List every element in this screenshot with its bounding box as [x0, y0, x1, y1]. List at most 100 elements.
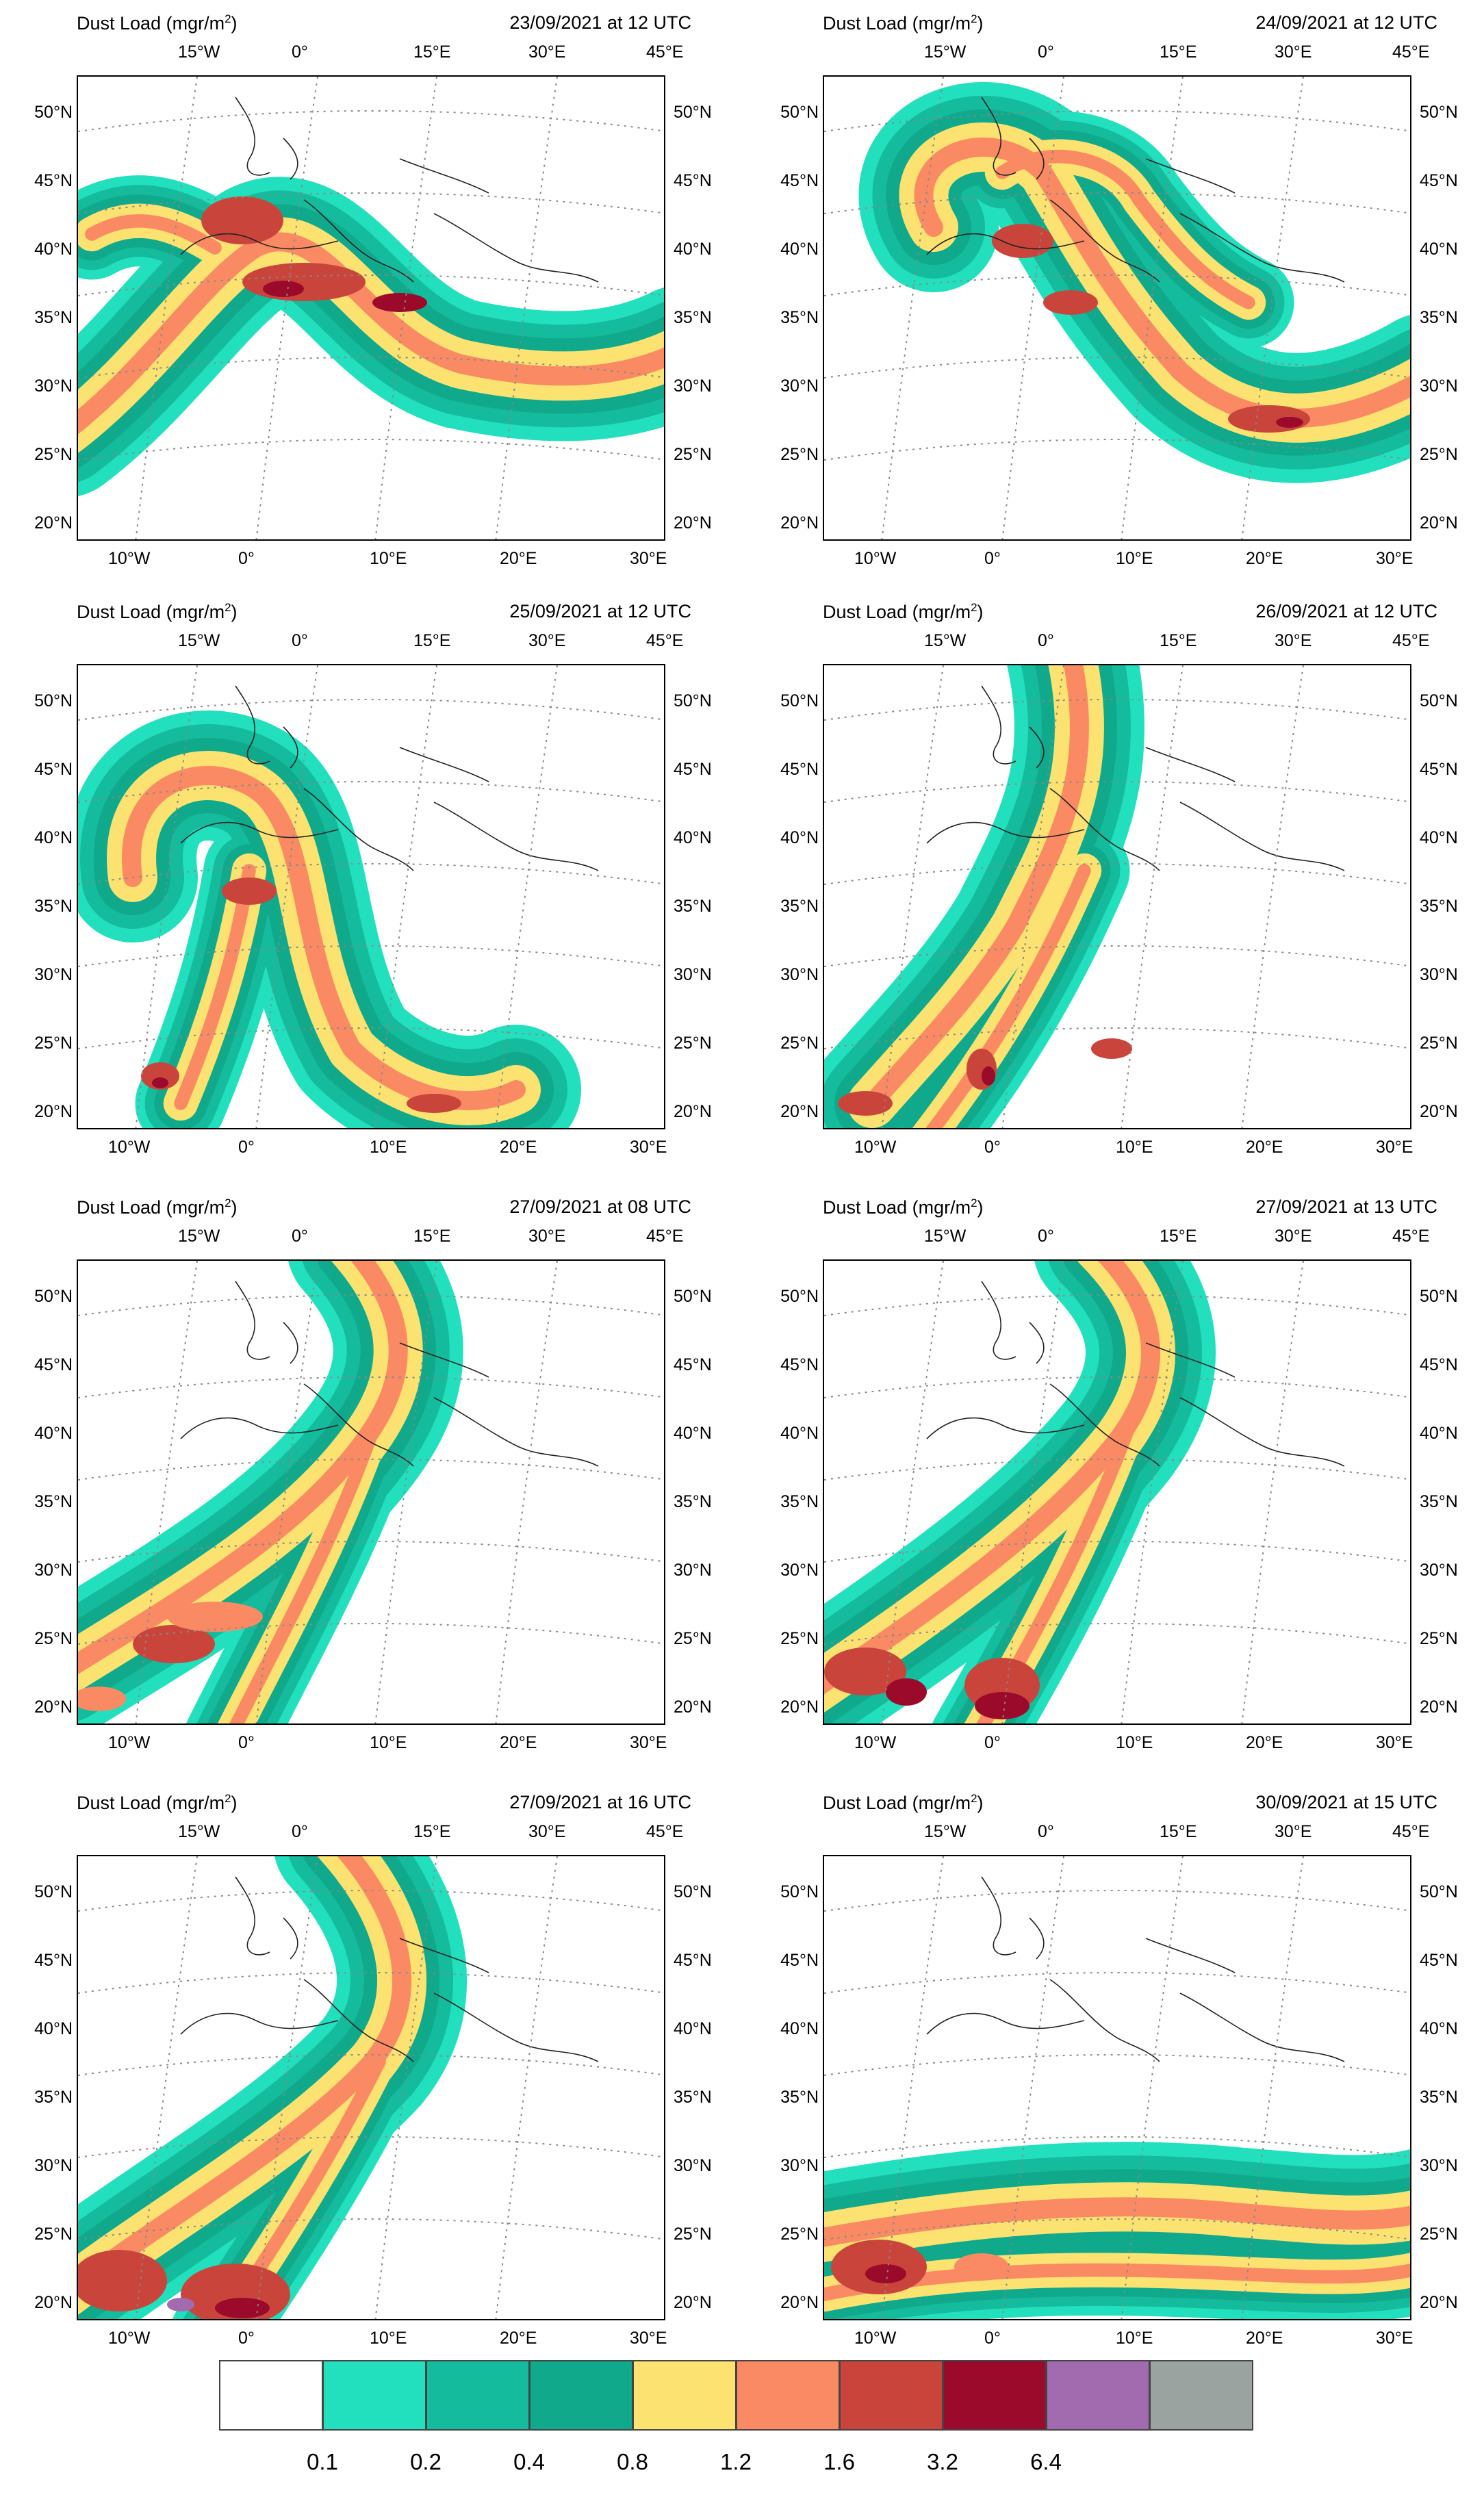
- right-latitude-label: 40°N: [674, 240, 712, 259]
- dust-maxima: [141, 877, 461, 1113]
- dust-plume: [858, 82, 1410, 483]
- left-latitude-label: 40°N: [780, 1424, 819, 1443]
- legend-color-box: [632, 2360, 737, 2431]
- coastlines: [926, 685, 1345, 871]
- left-latitude-label: 35°N: [34, 897, 73, 916]
- left-latitude-label: 50°N: [780, 691, 819, 710]
- right-latitude-label: 45°N: [1420, 171, 1458, 190]
- top-longitude-label: 45°E: [646, 1227, 684, 1246]
- colorbar-legend: 0.1 0.2 0.4 0.8 1.2 1.6 3.2 6.4: [219, 2360, 1253, 2474]
- panel-variable-title: Dust Load (mgr/m2): [823, 601, 984, 622]
- coastlines: [180, 1281, 599, 1467]
- bottom-longitude-label: 10°E: [370, 2329, 407, 2348]
- right-latitude-label: 35°N: [674, 897, 712, 916]
- panel-timestamp: 30/09/2021 at 15 UTC: [1255, 1792, 1437, 1812]
- bottom-longitude-label: 10°E: [1116, 549, 1153, 568]
- top-longitude-label: 15°E: [413, 1227, 451, 1246]
- bottom-longitude-label: 30°E: [630, 2329, 667, 2348]
- right-latitude-label: 30°N: [674, 2156, 712, 2175]
- bottom-longitude-label: 10°W: [854, 1733, 897, 1752]
- legend-level-label: 1.6: [823, 2449, 855, 2474]
- map-panel-4: Dust Load (mgr/m2) 26/09/2021 at 12 UTC 15…: [760, 601, 1465, 1190]
- left-latitude-label: 35°N: [780, 2088, 819, 2107]
- right-latitude-label: 25°N: [674, 445, 712, 464]
- top-longitude-label: 15°W: [178, 1822, 220, 1841]
- right-latitude-label: 20°N: [674, 1102, 712, 1121]
- left-latitude-label: 40°N: [34, 1424, 73, 1443]
- dust-load-map: [77, 1259, 665, 1725]
- right-latitude-label: 30°N: [674, 965, 712, 984]
- right-latitude-label: 45°N: [674, 1355, 712, 1374]
- right-latitude-label: 35°N: [1420, 2088, 1458, 2107]
- left-latitude-label: 35°N: [780, 308, 819, 327]
- graticule: [78, 665, 664, 1128]
- left-latitude-label: 25°N: [780, 1629, 819, 1648]
- left-latitude-label: 30°N: [34, 376, 73, 396]
- map-panel-5: Dust Load (mgr/m2) 27/09/2021 at 08 UTC 15…: [14, 1196, 719, 1785]
- bottom-longitude-label: 20°E: [500, 2329, 537, 2348]
- bottom-longitude-label: 20°E: [1246, 549, 1283, 568]
- left-latitude-label: 40°N: [34, 240, 73, 259]
- left-latitude-label: 30°N: [780, 376, 819, 396]
- right-latitude-label: 45°N: [674, 760, 712, 779]
- legend-color-box: [839, 2360, 943, 2431]
- dust-maxima: [201, 196, 427, 312]
- top-longitude-label: 15°E: [1160, 631, 1197, 650]
- left-latitude-label: 40°N: [780, 240, 819, 259]
- top-longitude-label: 15°W: [924, 631, 967, 650]
- right-latitude-label: 30°N: [1420, 965, 1458, 984]
- top-longitude-label: 30°E: [1275, 1227, 1312, 1246]
- graticule: [824, 1261, 1410, 1723]
- left-latitude-label: 35°N: [34, 2088, 73, 2107]
- left-latitude-label: 45°N: [780, 760, 819, 779]
- panel-variable-title: Dust Load (mgr/m2): [77, 601, 238, 622]
- bottom-longitude-label: 10°E: [370, 1138, 407, 1157]
- top-longitude-label: 0°: [1038, 42, 1054, 62]
- map-panel-2: Dust Load (mgr/m2) 24/09/2021 at 12 UTC 15…: [760, 12, 1465, 601]
- bottom-longitude-label: 0°: [238, 1138, 255, 1157]
- left-latitude-label: 25°N: [34, 1629, 73, 1648]
- graticule: [78, 1261, 664, 1723]
- dust-load-map: [823, 1259, 1411, 1725]
- right-latitude-label: 50°N: [1420, 103, 1458, 122]
- left-latitude-label: 30°N: [34, 1561, 73, 1580]
- panel-timestamp: 23/09/2021 at 12 UTC: [509, 12, 691, 33]
- top-longitude-label: 15°E: [413, 42, 451, 62]
- panel-timestamp: 24/09/2021 at 12 UTC: [1255, 12, 1437, 33]
- left-latitude-label: 45°N: [34, 1355, 73, 1374]
- map-panel-1: Dust Load (mgr/m2) 23/09/2021 at 12 UTC 15…: [14, 12, 719, 601]
- top-longitude-label: 15°W: [178, 631, 220, 650]
- legend-color-box: [1149, 2360, 1253, 2431]
- bottom-longitude-label: 30°E: [630, 1138, 667, 1157]
- top-longitude-label: 45°E: [1392, 1227, 1430, 1246]
- right-latitude-label: 30°N: [1420, 1561, 1458, 1580]
- right-latitude-label: 30°N: [1420, 376, 1458, 396]
- left-latitude-label: 25°N: [34, 445, 73, 464]
- left-latitude-label: 30°N: [34, 2156, 73, 2175]
- map-panel-7: Dust Load (mgr/m2) 27/09/2021 at 16 UTC 15…: [14, 1792, 719, 2381]
- right-latitude-label: 50°N: [674, 691, 712, 710]
- top-longitude-label: 30°E: [528, 1227, 566, 1246]
- bottom-longitude-label: 10°E: [1116, 2329, 1153, 2348]
- left-latitude-label: 30°N: [780, 2156, 819, 2175]
- panel-variable-title: Dust Load (mgr/m2): [77, 1792, 238, 1813]
- left-latitude-label: 20°N: [34, 1697, 73, 1717]
- bottom-longitude-label: 10°W: [854, 1138, 897, 1157]
- bottom-longitude-label: 10°W: [108, 2329, 151, 2348]
- left-latitude-label: 35°N: [780, 1492, 819, 1511]
- dust-load-map: [77, 664, 665, 1129]
- right-latitude-label: 30°N: [674, 1561, 712, 1580]
- top-longitude-label: 0°: [292, 1227, 308, 1246]
- dust-load-map: [823, 1855, 1411, 2320]
- left-latitude-label: 35°N: [34, 1492, 73, 1511]
- graticule: [78, 77, 664, 539]
- dust-plume: [78, 175, 664, 496]
- right-latitude-label: 20°N: [1420, 513, 1458, 533]
- left-latitude-label: 45°N: [780, 1951, 819, 1970]
- top-longitude-label: 30°E: [528, 631, 566, 650]
- right-latitude-label: 20°N: [1420, 1102, 1458, 1121]
- right-latitude-label: 45°N: [1420, 760, 1458, 779]
- legend-level-label: 3.2: [927, 2449, 958, 2474]
- right-latitude-label: 50°N: [674, 1287, 712, 1306]
- right-latitude-label: 35°N: [1420, 897, 1458, 916]
